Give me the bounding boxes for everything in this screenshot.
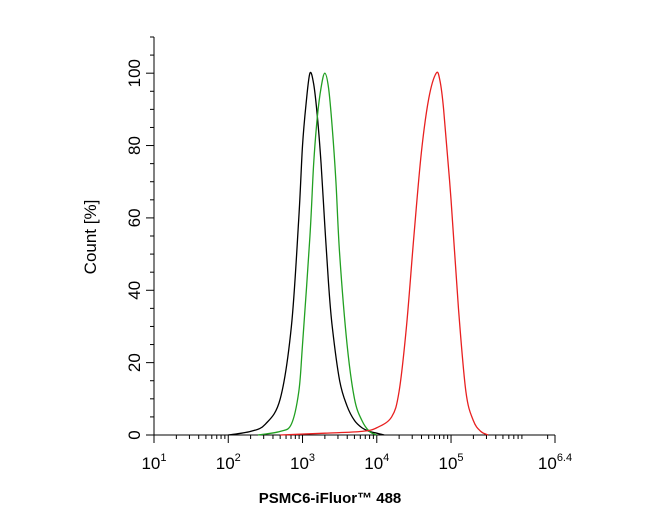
series-green-curve: [257, 72, 378, 436]
y-tick-label: 40: [125, 281, 144, 300]
y-tick-label: 100: [125, 59, 144, 87]
y-axis: 0 20 40 60 80 100: [125, 36, 155, 440]
x-tick-label: 102: [216, 452, 241, 473]
x-tick-label: 103: [290, 452, 315, 473]
x-tick-exponent: 1: [160, 452, 166, 464]
x-tick-label: 105: [439, 452, 464, 473]
x-tick-base: 10: [364, 454, 383, 473]
x-tick-label: 104: [364, 452, 389, 473]
x-tick-exponent: 6.4: [557, 452, 572, 464]
y-tick-label: 20: [125, 353, 144, 372]
x-tick-label: 101: [141, 452, 166, 473]
series-black-curve: [228, 71, 385, 436]
series-red-curve: [280, 71, 489, 436]
series-layer: [228, 71, 489, 436]
x-tick-label: 106.4: [538, 452, 572, 473]
y-axis-title: Count [%]: [81, 200, 100, 275]
y-tick-label: 0: [125, 430, 144, 439]
y-tick-label: 60: [125, 208, 144, 227]
x-tick-base: 10: [538, 454, 557, 473]
x-axis-title: PSMC6-iFluor™ 488: [259, 490, 402, 507]
x-tick-exponent: 3: [309, 452, 315, 464]
x-tick-base: 10: [439, 454, 458, 473]
x-tick-base: 10: [216, 454, 235, 473]
x-tick-exponent: 5: [457, 452, 463, 464]
x-axis: 101 102 103 104 105 106.4: [141, 434, 572, 473]
y-tick-label: 80: [125, 136, 144, 155]
x-tick-exponent: 2: [235, 452, 241, 464]
x-tick-exponent: 4: [383, 452, 389, 464]
x-tick-base: 10: [290, 454, 309, 473]
x-tick-base: 10: [141, 454, 160, 473]
